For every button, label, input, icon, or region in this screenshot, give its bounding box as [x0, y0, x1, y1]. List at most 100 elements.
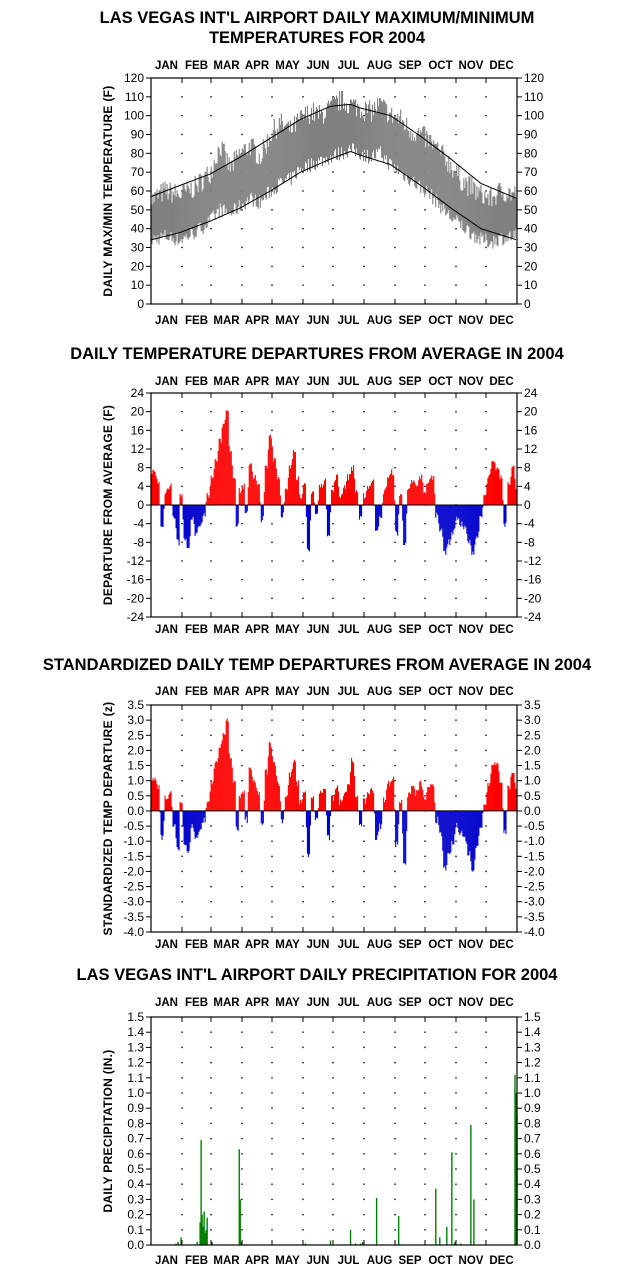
- grid-dot: [363, 1046, 365, 1049]
- grid-dot: [210, 1031, 212, 1033]
- grid-dot: [210, 719, 212, 721]
- grid-dot: [302, 1137, 304, 1140]
- grid-dot: [181, 1031, 183, 1033]
- grid-dot: [363, 114, 365, 117]
- y-tick-label-right: -12: [524, 554, 542, 568]
- grid-dot: [363, 171, 365, 173]
- y-tick-label-left: -8: [133, 535, 144, 549]
- grid-dot: [394, 1046, 396, 1049]
- y-tick-label-right: -2.5: [524, 880, 545, 894]
- grid-dot: [302, 171, 304, 173]
- grid-dot: [455, 448, 457, 450]
- max-min-band: [150, 91, 518, 249]
- grid-dot: [241, 522, 243, 525]
- grid-dot: [332, 1107, 334, 1109]
- grid-dot: [241, 429, 243, 432]
- chart-temperature-departures: -24 -24 -20 -20 -16 -16 -12 -12 -8 -8 -4 -4 0 0 4 4 8 8 12…: [101, 376, 542, 636]
- grid-dot: [302, 448, 304, 450]
- grid-dot: [210, 133, 212, 136]
- grid-dot: [241, 916, 243, 918]
- month-label-bottom: JUN: [306, 624, 329, 636]
- grid-dot: [181, 597, 183, 600]
- y-tick-label-right: -1.0: [524, 834, 545, 848]
- grid-dot: [424, 560, 426, 562]
- grid-dot: [210, 1092, 212, 1094]
- grid-dot: [332, 1077, 334, 1079]
- y-tick-label-right: 0.1: [524, 1223, 541, 1237]
- grid-dot: [271, 522, 273, 525]
- grid-dot: [181, 171, 183, 173]
- grid-dot: [181, 485, 183, 488]
- grid-dot: [241, 764, 243, 767]
- grid-dot: [455, 1213, 457, 1216]
- y-tick-label-right: -0.5: [524, 819, 545, 833]
- grid-dot: [363, 764, 365, 767]
- grid-dot: [302, 560, 304, 562]
- grid-dot: [332, 749, 334, 752]
- grid-dot: [241, 1077, 243, 1079]
- precip-bars: [175, 1074, 518, 1245]
- month-label-top: MAY: [275, 997, 300, 1009]
- grid-dot: [332, 840, 334, 842]
- grid-dot: [455, 1046, 457, 1049]
- month-label-top: AUG: [367, 376, 393, 388]
- y-tick-label-right: -8: [524, 535, 535, 549]
- grid-dot: [394, 448, 396, 450]
- grid-dot: [363, 190, 365, 192]
- grid-dot: [241, 96, 243, 98]
- grid-dot: [241, 209, 243, 211]
- month-label-bottom: MAR: [213, 1255, 240, 1267]
- grid-dot: [424, 1168, 426, 1170]
- y-tick-label-left: -4.0: [123, 925, 144, 939]
- grid-dot: [485, 265, 487, 268]
- grid-dot: [363, 916, 365, 918]
- grid-dot: [485, 152, 487, 155]
- grid-dot: [485, 1092, 487, 1094]
- month-label-top: FEB: [185, 376, 208, 388]
- grid-dot: [485, 1213, 487, 1216]
- grid-dot: [424, 1092, 426, 1094]
- grid-dot: [210, 560, 212, 562]
- month-label-bottom: OCT: [428, 1255, 452, 1267]
- y-tick-label-right: 8: [524, 461, 531, 475]
- grid-dot: [332, 734, 334, 736]
- grid-dot: [363, 719, 365, 721]
- grid-dot: [485, 901, 487, 903]
- grid-dot: [455, 429, 457, 432]
- month-label-bottom: JUN: [306, 939, 329, 950]
- y-tick-label-right: -16: [524, 573, 542, 587]
- grid-dot: [181, 825, 183, 827]
- y-tick-label-right: 16: [524, 423, 538, 437]
- grid-dot: [394, 114, 396, 117]
- grid-dot: [302, 1213, 304, 1216]
- grid-dot: [241, 734, 243, 736]
- grid-dot: [271, 1183, 273, 1185]
- grid-dot: [455, 916, 457, 918]
- grid-dot: [485, 597, 487, 600]
- chart1-title-line2: TEMPERATURES FOR 2004: [208, 29, 426, 47]
- grid-dot: [363, 870, 365, 873]
- month-label-bottom: JUL: [338, 939, 360, 950]
- grid-dot: [271, 1077, 273, 1079]
- grid-dot: [363, 448, 365, 450]
- month-label-bottom: SEP: [398, 939, 421, 950]
- grid-dot: [181, 840, 183, 842]
- y-tick-label-right: 3.0: [524, 713, 541, 727]
- grid-dot: [363, 1213, 365, 1216]
- y-tick-label-right: -24: [524, 610, 542, 624]
- grid-dot: [455, 779, 457, 782]
- grid-dot: [302, 1046, 304, 1049]
- grid-dot: [332, 885, 334, 888]
- grid-dot: [424, 916, 426, 918]
- grid-dot: [424, 825, 426, 827]
- grid-dot: [210, 749, 212, 752]
- grid-dot: [241, 855, 243, 858]
- grid-dot: [332, 855, 334, 858]
- grid-dot: [363, 779, 365, 782]
- y-tick-label-right: 0: [524, 498, 531, 512]
- grid-dot: [241, 840, 243, 842]
- y-tick-label-left: 50: [131, 203, 145, 217]
- month-label-top: NOV: [459, 997, 484, 1009]
- grid-dot: [181, 448, 183, 450]
- grid-dot: [271, 901, 273, 903]
